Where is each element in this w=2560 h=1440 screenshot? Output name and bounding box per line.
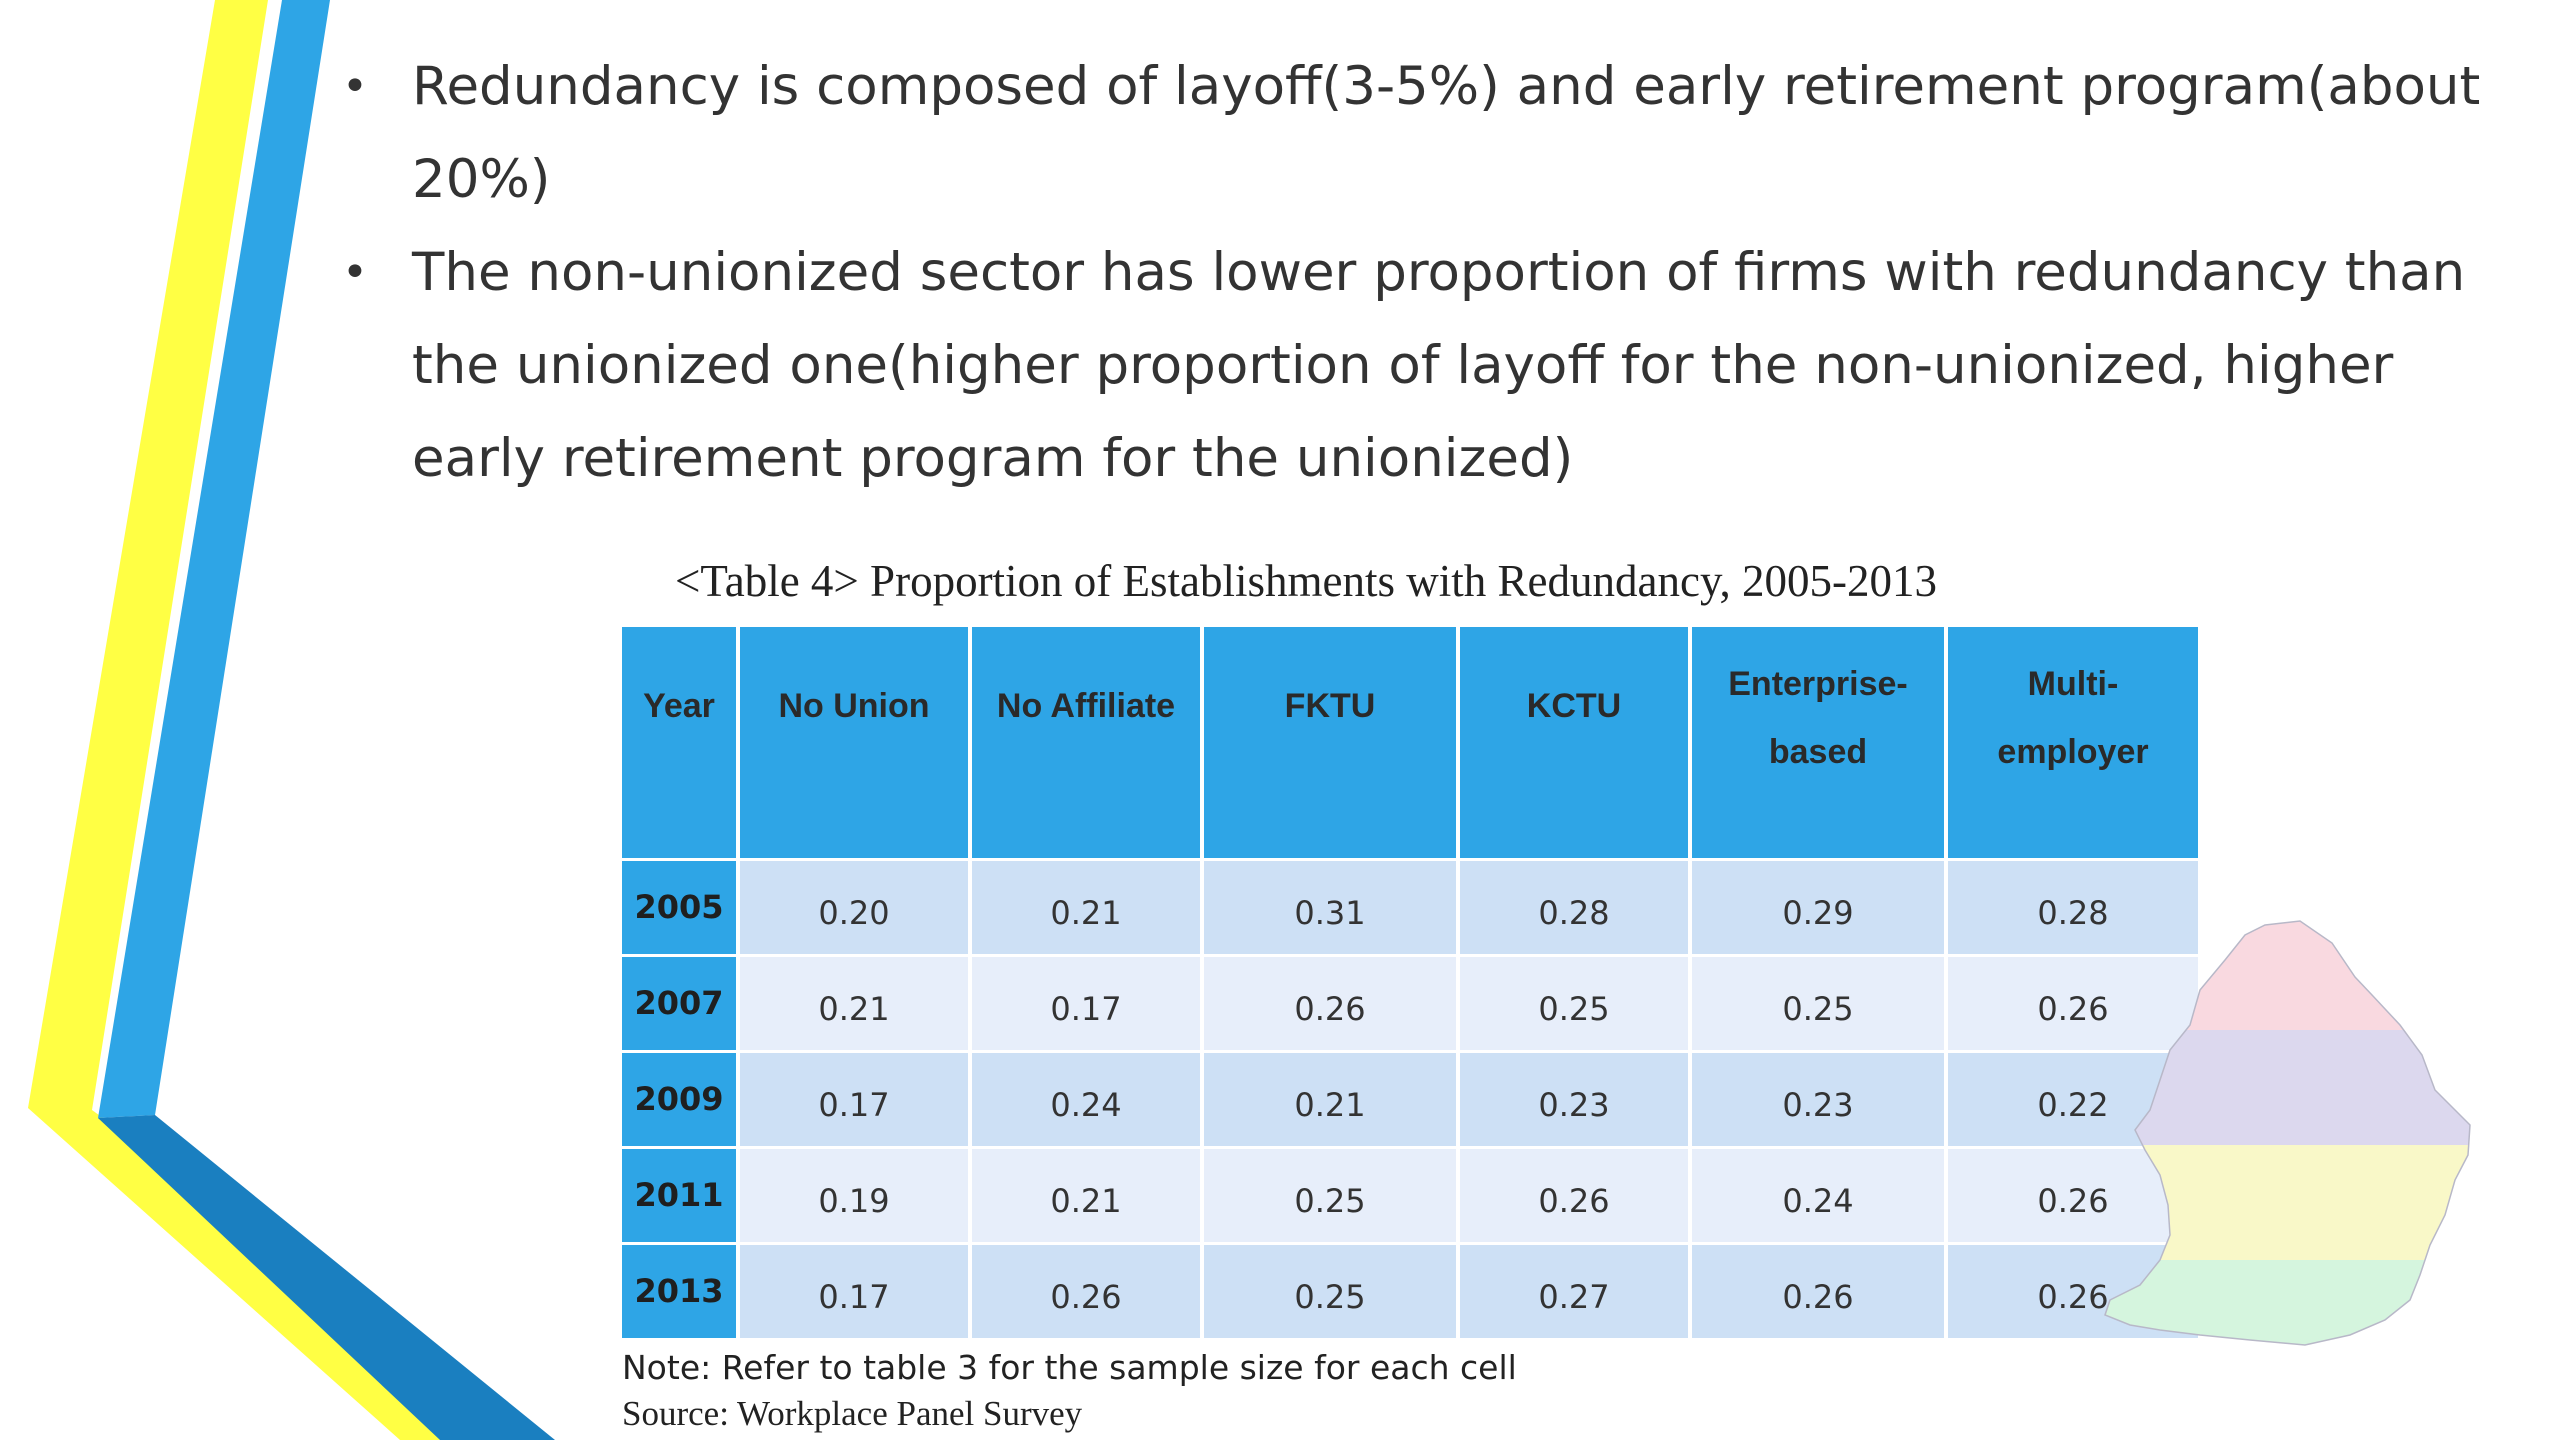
header-fktu: FKTU [1204,627,1456,858]
cell-no-union: 0.21 [740,957,968,1050]
bullet-text: The non-unionized sector has lower propo… [412,242,2466,489]
header-kctu: KCTU [1460,627,1688,858]
cell-year: 2011 [622,1149,736,1242]
map-band-pink [2105,921,2470,1030]
bullet-dot: • [342,61,368,112]
cell-fktu: 0.31 [1204,861,1456,954]
header-multi-employer: Multi-employer [1948,627,2198,858]
cell-year: 2013 [622,1245,736,1338]
table-source: Source: Workplace Panel Survey [622,1394,1083,1433]
table-header-row: Year No Union No Affiliate FKTU KCTU Ent… [622,627,2198,858]
table-note: Note: Refer to table 3 for the sample si… [622,1348,1517,1387]
cell-no-union: 0.20 [740,861,968,954]
cell-enterprise-based: 0.26 [1692,1245,1944,1338]
dark-blue-stripe [98,1115,555,1440]
cell-fktu: 0.21 [1204,1053,1456,1146]
cell-enterprise-based: 0.25 [1692,957,1944,1050]
redundancy-table: Year No Union No Affiliate FKTU KCTU Ent… [618,624,2202,1341]
table-row: 2007 0.21 0.17 0.26 0.25 0.25 0.26 [622,957,2198,1050]
cell-no-affiliate: 0.26 [972,1245,1200,1338]
cell-enterprise-based: 0.23 [1692,1053,1944,1146]
cell-multi-employer: 0.26 [1948,957,2198,1050]
cell-fktu: 0.26 [1204,957,1456,1050]
header-year: Year [622,627,736,858]
cell-kctu: 0.25 [1460,957,1688,1050]
header-line: Enterprise- [1728,665,1908,703]
bullet-dot: • [342,247,368,298]
cell-no-union: 0.17 [740,1053,968,1146]
blue-stripe [98,0,330,1118]
header-line: based [1768,733,1868,771]
cell-year: 2007 [622,957,736,1050]
yellow-stripe [28,0,545,1440]
cell-year: 2005 [622,861,736,954]
cell-no-affiliate: 0.21 [972,1149,1200,1242]
cell-multi-employer: 0.28 [1948,861,2198,954]
table-row: 2011 0.19 0.21 0.25 0.26 0.24 0.26 [622,1149,2198,1242]
cell-no-affiliate: 0.21 [972,861,1200,954]
header-line: Multi- [2027,665,2119,703]
table-row: 2013 0.17 0.26 0.25 0.27 0.26 0.26 [622,1245,2198,1338]
table-row: 2005 0.20 0.21 0.31 0.28 0.29 0.28 [622,861,2198,954]
cell-kctu: 0.27 [1460,1245,1688,1338]
cell-enterprise-based: 0.24 [1692,1149,1944,1242]
map-band-lavender [2105,1030,2470,1145]
header-no-affiliate: No Affiliate [972,627,1200,858]
cell-no-affiliate: 0.17 [972,957,1200,1050]
cell-year: 2009 [622,1053,736,1146]
cell-no-union: 0.19 [740,1149,968,1242]
table-caption: <Table 4> Proportion of Establishments w… [675,556,1938,606]
map-band-yellow [2105,1145,2470,1260]
bullet-item: • Redundancy is composed of layoff(3-5%)… [330,40,2510,226]
table-row: 2009 0.17 0.24 0.21 0.23 0.23 0.22 [622,1053,2198,1146]
cell-kctu: 0.26 [1460,1149,1688,1242]
cell-no-union: 0.17 [740,1245,968,1338]
header-no-union: No Union [740,627,968,858]
cell-enterprise-based: 0.29 [1692,861,1944,954]
bullet-list: • Redundancy is composed of layoff(3-5%)… [330,40,2510,505]
cell-no-affiliate: 0.24 [972,1053,1200,1146]
cell-fktu: 0.25 [1204,1149,1456,1242]
header-line: employer [1997,733,2149,771]
cell-fktu: 0.25 [1204,1245,1456,1338]
cell-kctu: 0.23 [1460,1053,1688,1146]
decorative-map [2104,920,2471,1346]
header-enterprise-based: Enterprise-based [1692,627,1944,858]
cell-kctu: 0.28 [1460,861,1688,954]
bullet-text: Redundancy is composed of layoff(3-5%) a… [412,56,2481,210]
bullet-item: • The non-unionized sector has lower pro… [330,226,2510,505]
